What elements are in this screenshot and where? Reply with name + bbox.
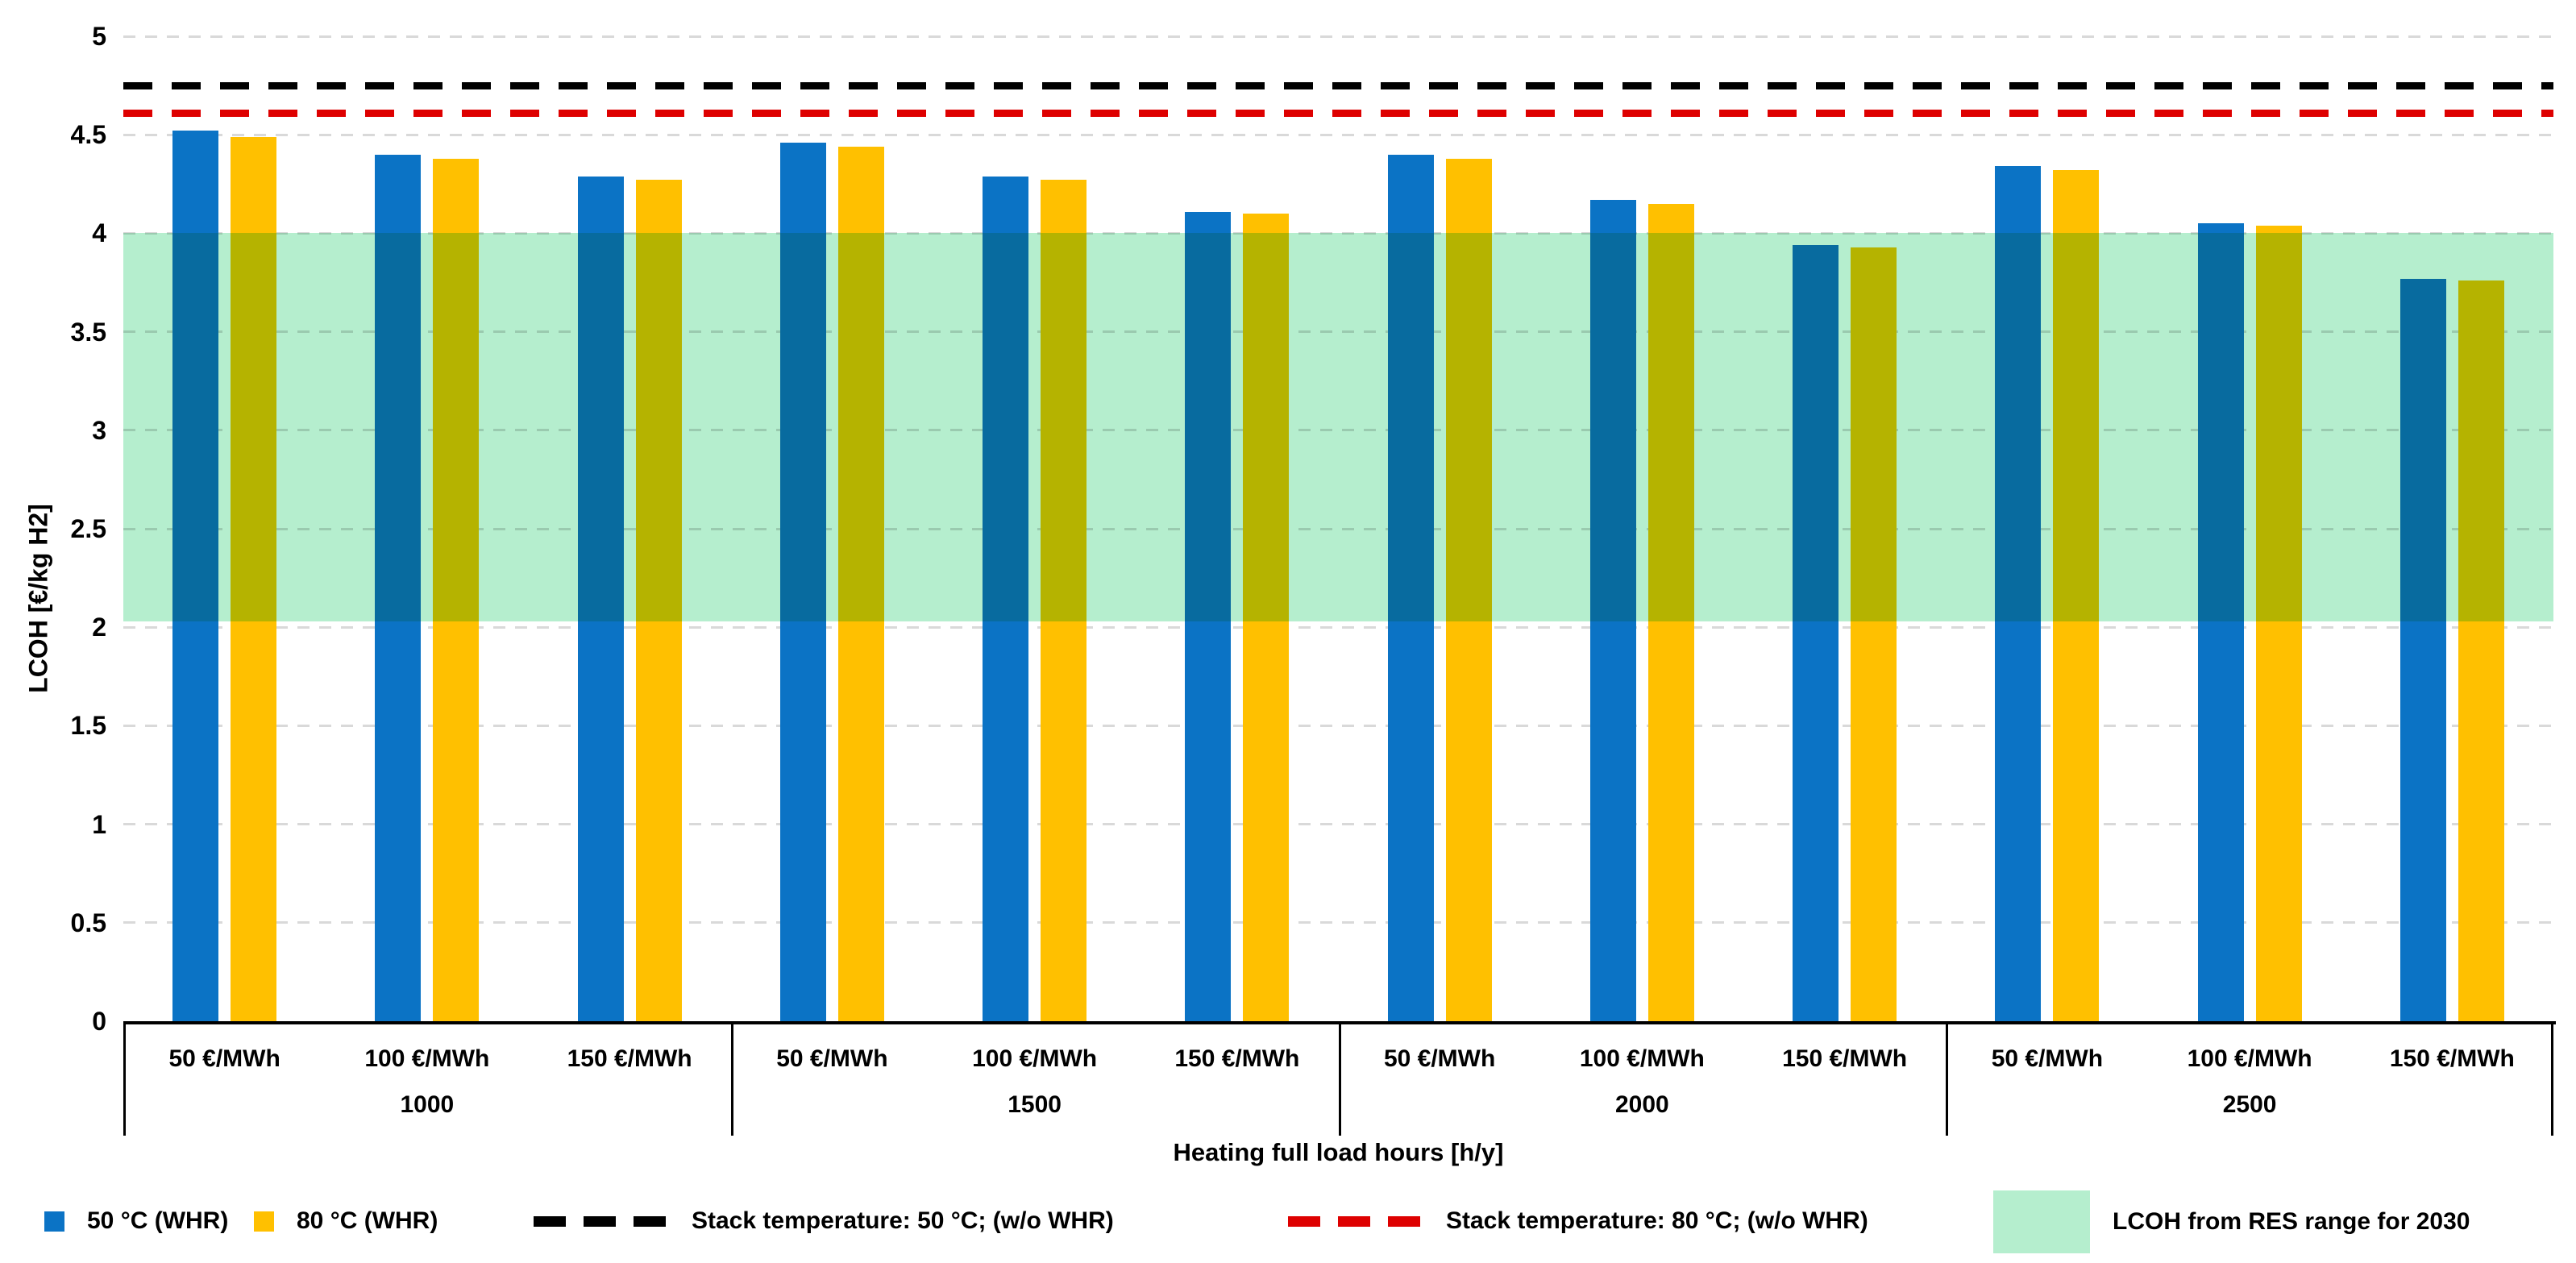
subcategory-label: 150 €/MWh [1782, 1045, 1908, 1072]
subcategory-label: 100 €/MWh [364, 1045, 490, 1072]
legend-label-res-band: LCOH from RES range for 2030 [2113, 1208, 2470, 1235]
subcategory-label: 50 €/MWh [168, 1045, 280, 1072]
x-axis-title: Heating full load hours [h/y] [1173, 1138, 1504, 1166]
gridline [123, 35, 2553, 38]
legend-label-80c-whr: 80 °C (WHR) [297, 1207, 438, 1234]
plot-area [123, 0, 2553, 1021]
group-separator [123, 1023, 126, 1136]
gridline [123, 921, 2553, 924]
legend-dash-black-icon [534, 1215, 669, 1227]
legend-label-stack80: Stack temperature: 80 °C; (w/o WHR) [1446, 1207, 1868, 1234]
subcategory-label: 50 €/MWh [776, 1045, 888, 1072]
subcategory-label: 150 €/MWh [1174, 1045, 1300, 1072]
legend-swatch-green-icon [1993, 1190, 2090, 1253]
y-tick-label: 4 [92, 218, 106, 248]
group-separator [1338, 1023, 1341, 1136]
subcategory-label: 50 €/MWh [1991, 1045, 2104, 1072]
gridline [123, 823, 2553, 826]
y-tick-label: 5 [92, 22, 106, 51]
refline-red [123, 109, 2553, 117]
group-separator [1946, 1023, 1949, 1136]
y-tick-label: 1 [92, 809, 106, 839]
group-separator [730, 1023, 733, 1136]
legend-item-stack80: Stack temperature: 80 °C; (w/o WHR) [1288, 1201, 1868, 1241]
y-tick-label: 4.5 [70, 120, 106, 150]
group-label: 1500 [1008, 1091, 1062, 1118]
y-tick-label: 0.5 [70, 908, 106, 937]
group-label: 2000 [1615, 1091, 1669, 1118]
res-range-band [123, 233, 2553, 621]
legend-item-stack50: Stack temperature: 50 °C; (w/o WHR) [534, 1201, 1114, 1241]
y-tick-label: 3.5 [70, 317, 106, 347]
gridline [123, 724, 2553, 727]
y-tick-label: 1.5 [70, 711, 106, 741]
legend-item-80c-whr: 80 °C (WHR) [254, 1201, 438, 1241]
gridline [123, 133, 2553, 136]
y-tick-label: 2 [92, 613, 106, 642]
y-tick-label: 2.5 [70, 514, 106, 543]
group-label: 1000 [400, 1091, 455, 1118]
y-tick-label: 3 [92, 415, 106, 445]
group-separator [2551, 1023, 2553, 1136]
subcategory-label: 150 €/MWh [2389, 1045, 2515, 1072]
legend-item-res-band: LCOH from RES range for 2030 [1993, 1190, 2470, 1253]
gridline [123, 625, 2553, 629]
subcategory-label: 100 €/MWh [1579, 1045, 1705, 1072]
legend-label-50c-whr: 50 °C (WHR) [87, 1207, 229, 1234]
legend-label-stack50: Stack temperature: 50 °C; (w/o WHR) [692, 1207, 1114, 1234]
subcategory-label: 50 €/MWh [1383, 1045, 1496, 1072]
subcategory-label: 150 €/MWh [567, 1045, 692, 1072]
y-tick-label: 0 [92, 1007, 106, 1036]
legend-item-50c-whr: 50 °C (WHR) [44, 1201, 228, 1241]
subcategory-label: 100 €/MWh [972, 1045, 1098, 1072]
legend-swatch-yellow-icon [254, 1211, 274, 1232]
legend-swatch-blue-icon [44, 1211, 64, 1232]
refline-black [123, 81, 2553, 89]
legend-dash-red-icon [1288, 1215, 1423, 1227]
subcategory-label: 100 €/MWh [2187, 1045, 2312, 1072]
group-label: 2500 [2222, 1091, 2277, 1118]
